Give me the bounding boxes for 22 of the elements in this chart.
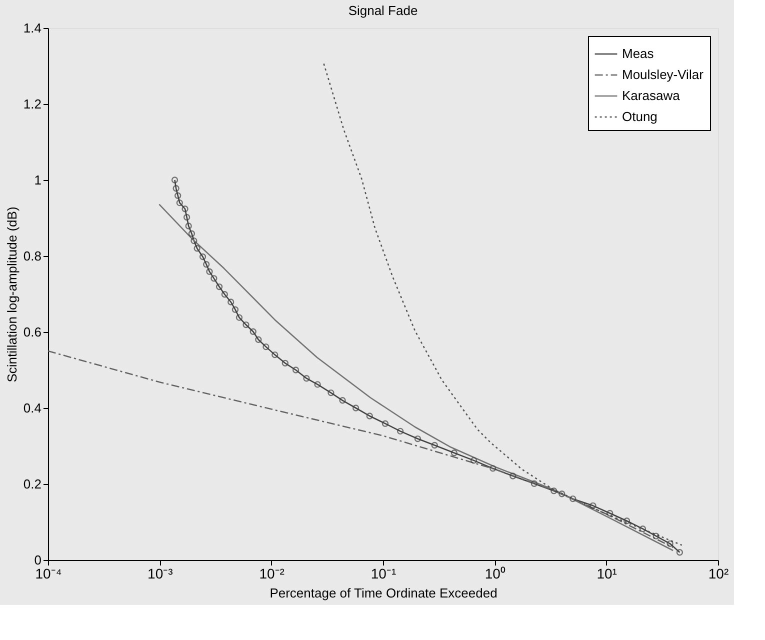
x-tick-label: 10⁻¹ xyxy=(370,566,396,582)
y-tick-label: 0.2 xyxy=(23,476,42,492)
x-tick-label: 10¹ xyxy=(596,566,618,582)
x-tick-label: 10⁻³ xyxy=(148,566,174,582)
x-axis-title: Percentage of Time Ordinate Exceeded xyxy=(270,586,498,600)
y-tick-label: 0.4 xyxy=(23,400,42,416)
legend-label: Otung xyxy=(622,109,658,124)
legend-label: Karasawa xyxy=(622,88,681,103)
chart-title: Signal Fade xyxy=(348,3,418,18)
x-tick-label: 10⁻⁴ xyxy=(35,566,62,582)
legend-label: Moulsley-Vilar xyxy=(622,67,704,82)
x-tick-label: 10⁻² xyxy=(259,566,285,582)
y-tick-label: 1.2 xyxy=(23,96,42,112)
y-tick-label: 0.6 xyxy=(23,324,42,340)
y-axis-title: Scintillation log-amplitude (dB) xyxy=(4,206,20,382)
x-tick-label: 10² xyxy=(708,566,729,582)
y-tick-label: 0 xyxy=(34,552,42,568)
y-tick-label: 1.4 xyxy=(23,20,42,36)
y-tick-label: 1 xyxy=(34,172,42,188)
y-tick-label: 0.8 xyxy=(23,248,42,264)
legend-label: Meas xyxy=(622,46,654,61)
x-tick-label: 10⁰ xyxy=(484,566,506,582)
